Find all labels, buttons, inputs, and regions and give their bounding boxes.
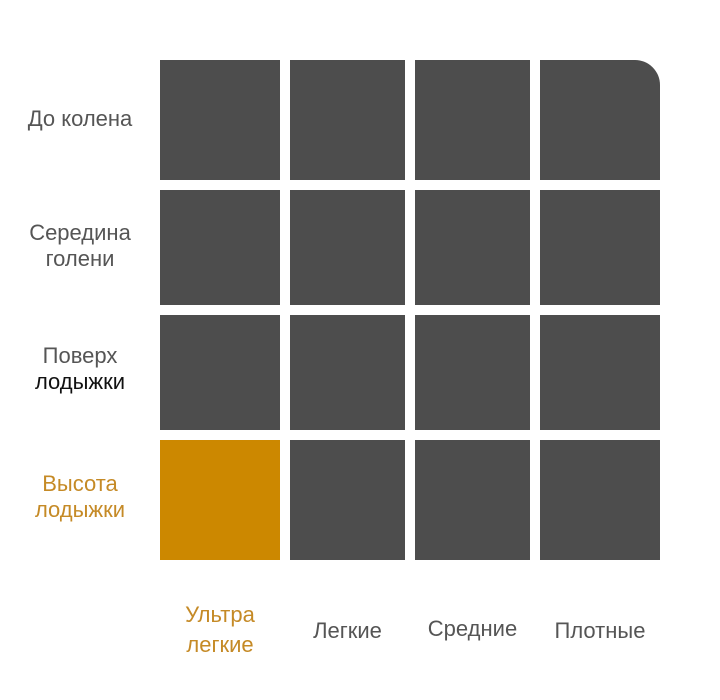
column-label-text: Ультра — [185, 602, 255, 627]
column-label-text: Средние — [427, 616, 518, 641]
row-label-text: голени — [45, 246, 115, 271]
column-label-text: Легкие — [313, 618, 382, 643]
row-label-mid-calf: Середина голени — [0, 220, 160, 272]
row-label-text: Высота — [42, 471, 118, 496]
grid-cell[interactable] — [290, 440, 405, 560]
column-label-light: Легкие — [290, 616, 405, 646]
grid-cell[interactable] — [160, 440, 280, 560]
column-label-text: Плотные — [554, 618, 646, 643]
grid-cell[interactable] — [415, 60, 530, 180]
column-label-dense: Плотные — [535, 616, 665, 646]
grid-cell[interactable] — [290, 60, 405, 180]
column-label-ultra-light: Ультра легкие — [160, 600, 280, 660]
column-label-text: легкие — [186, 632, 254, 657]
row-label-text: лодыжки — [34, 369, 126, 394]
column-label-medium: Средние — [410, 614, 535, 644]
row-label-text: До колена — [27, 106, 133, 131]
row-label-knee: До колена — [0, 106, 160, 132]
grid-cell[interactable] — [290, 190, 405, 305]
grid-cell[interactable] — [160, 60, 280, 180]
grid-cell[interactable] — [540, 190, 660, 305]
row-label-text: Середина — [29, 220, 131, 245]
grid-cell[interactable] — [415, 440, 530, 560]
grid-cell[interactable] — [540, 440, 660, 560]
grid-cell[interactable] — [160, 315, 280, 430]
row-label-over-ankle: Поверх лодыжки — [0, 343, 160, 395]
grid-cell[interactable] — [540, 60, 660, 180]
row-label-text: Поверх — [42, 343, 118, 368]
grid-cell[interactable] — [160, 190, 280, 305]
grid-cell[interactable] — [415, 315, 530, 430]
grid-cell[interactable] — [540, 315, 660, 430]
row-label-ankle: Высота лодыжки — [0, 471, 160, 523]
grid-cell[interactable] — [290, 315, 405, 430]
grid-cell[interactable] — [415, 190, 530, 305]
row-label-text: лодыжки — [34, 497, 126, 522]
